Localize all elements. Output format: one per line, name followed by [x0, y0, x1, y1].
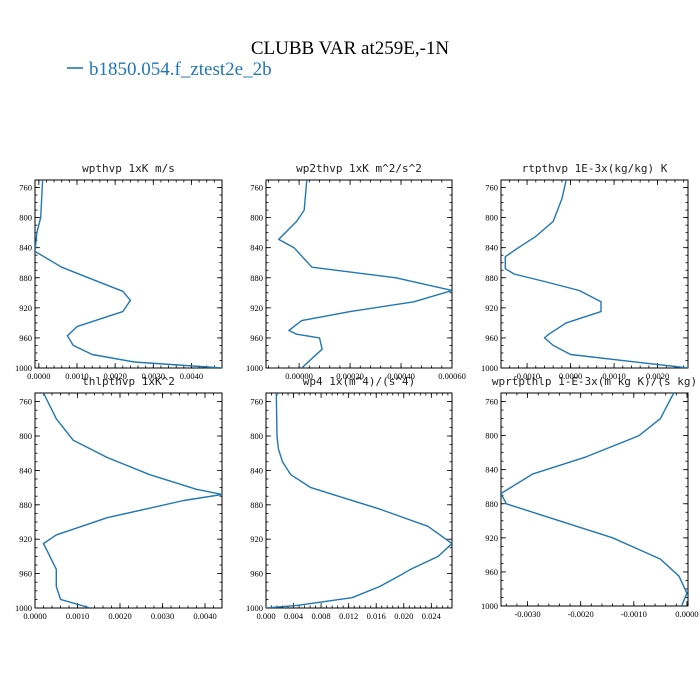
- y-tick-label: 1000: [246, 363, 263, 373]
- x-tick-label: -0.0010: [514, 371, 540, 381]
- y-tick-label: 1000: [246, 603, 263, 613]
- plot-frame: [34, 179, 223, 369]
- figure-title: CLUBB VAR at259E,-1N: [251, 38, 450, 59]
- x-tick-label: 0.0000: [559, 371, 582, 381]
- y-tick-label: 800: [250, 431, 263, 441]
- series-line: [42, 393, 222, 608]
- y-tick-label: 920: [19, 534, 32, 544]
- y-tick-label: 880: [19, 273, 32, 283]
- x-tick-label: 0.008: [312, 611, 331, 621]
- y-tick-label: 920: [19, 303, 32, 313]
- plot-frame: [265, 392, 453, 609]
- y-tick-label: 1000: [481, 363, 498, 373]
- x-tick-label: -0.0030: [514, 609, 540, 619]
- x-tick-label: 0.0000: [23, 611, 46, 621]
- y-tick-label: 960: [485, 333, 498, 343]
- plot-frame: [34, 392, 223, 609]
- x-tick-label: 0.0020: [103, 371, 126, 381]
- y-tick-label: 840: [485, 465, 498, 475]
- panel-3: rtpthvp 1E-3x(kg/kg) K 760 800 840 880 920 960…: [481, 162, 689, 381]
- x-tick-label: 0.00060: [438, 371, 466, 381]
- panel-title: wp4 1x(m^4)/(s^4): [303, 375, 416, 388]
- plot-frame: [265, 179, 453, 369]
- y-tick-label: 960: [250, 333, 263, 343]
- y-tick-label: 760: [485, 183, 498, 193]
- series-line: [266, 393, 452, 608]
- x-tick-label: 0.024: [422, 611, 442, 621]
- panel-1: wpthvp 1xK m/s76080084088092096010000.00…: [15, 162, 223, 381]
- x-tick-label: 0.000: [256, 611, 275, 621]
- x-tick-label: 0.0010: [66, 611, 89, 621]
- series-line: [501, 393, 688, 606]
- y-tick-label: 960: [250, 569, 263, 579]
- y-tick-label: 760: [250, 397, 263, 407]
- panel-2: wp2thvp 1xK m^2/s^2 760 800 840 880 920 960 100…: [246, 162, 466, 381]
- y-tick-label: 880: [250, 500, 263, 510]
- y-tick-label: 1000: [481, 601, 498, 611]
- y-tick-label: 760: [485, 397, 498, 407]
- y-tick-label: 1000: [15, 363, 32, 373]
- y-tick-label: 760: [19, 397, 32, 407]
- series-line: [278, 180, 452, 368]
- y-tick-label: 920: [250, 303, 263, 313]
- x-tick-label: 0.0020: [108, 611, 131, 621]
- y-tick-label: 960: [19, 569, 32, 579]
- y-tick-label: 880: [485, 499, 498, 509]
- x-tick-label: 0.00000: [285, 371, 313, 381]
- x-tick-label: -0.0020: [568, 609, 594, 619]
- plot-frame: [500, 179, 689, 369]
- panel-title: wp2thvp 1xK m^2/s^2: [296, 162, 422, 175]
- y-tick-label: 840: [485, 243, 498, 253]
- y-tick-label: 840: [19, 243, 32, 253]
- y-tick-label: 920: [485, 533, 498, 543]
- panel-6: wprtpthlp 1-E-3x(m kg K)/(s kg) 760 800 840…: [481, 375, 699, 619]
- x-tick-label: 0.00020: [336, 371, 364, 381]
- x-tick-label: 0.020: [394, 611, 413, 621]
- y-tick-label: 880: [485, 273, 498, 283]
- series-line: [35, 180, 222, 368]
- x-tick-label: 0.0040: [180, 371, 203, 381]
- x-tick-label: 0.004: [284, 611, 304, 621]
- x-tick-label: 0.0040: [193, 611, 216, 621]
- y-tick-label: 880: [250, 273, 263, 283]
- y-tick-label: 960: [485, 567, 498, 577]
- x-tick-label: 0.012: [339, 611, 358, 621]
- y-tick-label: 760: [250, 183, 263, 193]
- y-tick-label: 800: [19, 431, 32, 441]
- y-tick-label: 840: [19, 465, 32, 475]
- y-tick-label: 840: [250, 243, 263, 253]
- x-tick-label: 0.0030: [142, 371, 165, 381]
- plot-frame: [500, 392, 689, 607]
- legend-label: b1850.054.f_ztest2e_2b: [89, 59, 272, 80]
- y-tick-label: 960: [19, 333, 32, 343]
- y-tick-label: 1000: [15, 603, 32, 613]
- y-tick-label: 920: [485, 303, 498, 313]
- panels: wpthvp 1xK m/s76080084088092096010000.00…: [15, 162, 699, 621]
- x-tick-label: 0.0020: [646, 371, 669, 381]
- series-line: [504, 180, 688, 368]
- panel-title: wprtpthlp 1-E-3x(m kg K)/(s kg): [492, 375, 697, 388]
- y-tick-label: 840: [250, 465, 263, 475]
- x-tick-label: -0.0010: [621, 609, 647, 619]
- panel-title: thlpthvp 1xK^2: [82, 375, 175, 388]
- x-tick-label: 0.016: [367, 611, 386, 621]
- x-tick-label: 0.0000: [27, 371, 50, 381]
- panel-title: wpthvp 1xK m/s: [82, 162, 175, 175]
- panel-title: rtpthvp 1E-3x(kg/kg) K: [522, 162, 668, 175]
- y-tick-label: 920: [250, 534, 263, 544]
- x-tick-label: 0.0030: [151, 611, 174, 621]
- y-tick-label: 880: [19, 500, 32, 510]
- y-tick-label: 760: [19, 183, 32, 193]
- x-tick-label: 0.0000: [675, 609, 698, 619]
- y-tick-label: 800: [250, 213, 263, 223]
- y-tick-label: 800: [485, 431, 498, 441]
- x-tick-label: 0.0010: [65, 371, 88, 381]
- panel-4: thlpthvp 1xK^276080084088092096010000.00…: [15, 375, 223, 621]
- x-tick-label: 0.0010: [602, 371, 625, 381]
- x-tick-label: 0.00040: [387, 371, 415, 381]
- y-tick-label: 800: [19, 213, 32, 223]
- panel-5: wp4 1x(m^4)/(s^4)76080084088092096010000…: [246, 375, 453, 621]
- y-tick-label: 800: [485, 213, 498, 223]
